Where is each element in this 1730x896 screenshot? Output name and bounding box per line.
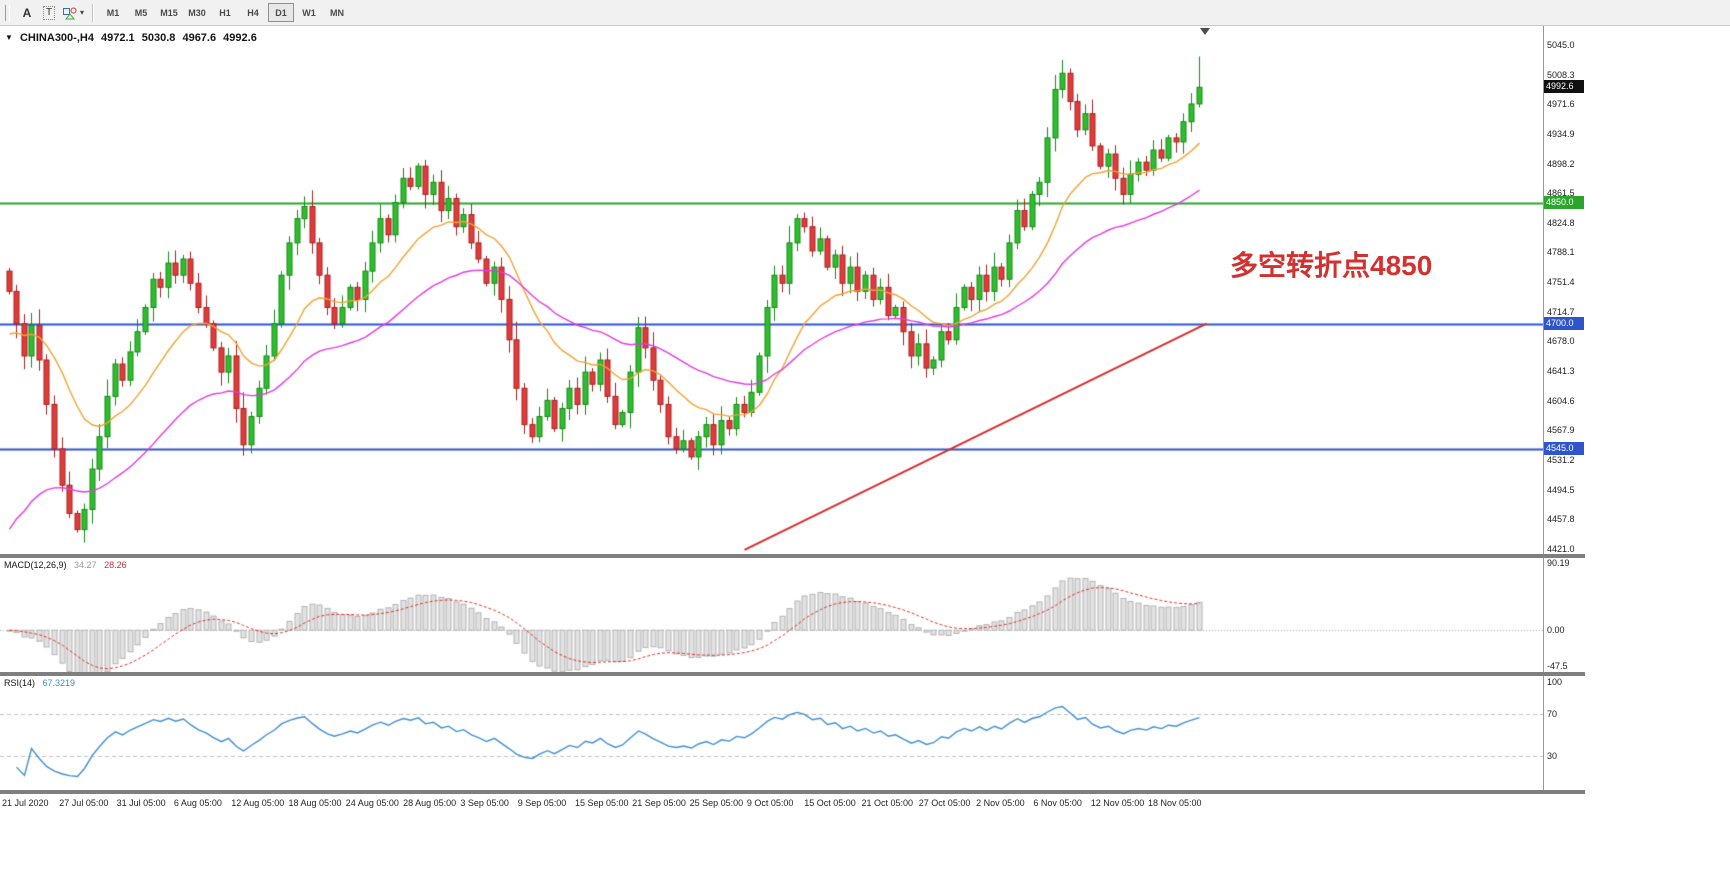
rsi-pane: RSI(14) 67.3219 100 70 30 bbox=[0, 676, 1585, 790]
price-pane: ▼ CHINA300-,H4 4972.1 5030.8 4967.6 4992… bbox=[0, 26, 1585, 554]
rsi-tick: 70 bbox=[1547, 708, 1558, 719]
text-tool-icon: A bbox=[22, 5, 32, 20]
toolbar: A T ▾ M1 M5 M15 M30 H1 H4 D1 W1 MN bbox=[0, 0, 1730, 26]
price-tick: 4861.5 bbox=[1547, 188, 1575, 199]
time-tick-label: 18 Aug 05:00 bbox=[288, 798, 342, 808]
time-tick-label: 31 Jul 05:00 bbox=[116, 798, 166, 808]
timeframe-button-m15[interactable]: M15 bbox=[160, 7, 178, 18]
timeframe-button-m5[interactable]: M5 bbox=[134, 7, 148, 18]
price-tick: 4604.6 bbox=[1547, 395, 1575, 406]
symbol-timeframe: CHINA300-,H4 bbox=[19, 32, 94, 44]
price-tick: 4824.8 bbox=[1547, 217, 1575, 228]
timeframe-button-h1[interactable]: H1 bbox=[219, 7, 231, 18]
timeframe-button-h4[interactable]: H4 bbox=[247, 7, 259, 18]
timeframe-button-m1[interactable]: M1 bbox=[106, 7, 120, 18]
macd-tick: 90.19 bbox=[1547, 558, 1570, 568]
time-tick-label: 9 Sep 05:00 bbox=[517, 798, 567, 808]
rsi-tick: 30 bbox=[1547, 751, 1558, 762]
timeframe-button-d1[interactable]: D1 bbox=[268, 3, 295, 22]
timeframe-button-m30[interactable]: M30 bbox=[188, 7, 206, 18]
caret-down-icon: ▾ bbox=[80, 8, 85, 17]
price-tick: 4678.0 bbox=[1547, 336, 1575, 347]
timeframe-button-mn[interactable]: MN bbox=[330, 7, 345, 18]
arrows-tool-button[interactable]: ▾ bbox=[60, 3, 86, 23]
main-price-axis: 5045.0 5008.3 4971.6 4934.9 4898.2 4861.5 4824… bbox=[1543, 26, 1585, 554]
price-tick: 4751.4 bbox=[1547, 277, 1575, 288]
chart-annotation[interactable]: 多空转折点4850 bbox=[1230, 250, 1433, 281]
rsi-name: RSI(14) bbox=[4, 678, 36, 688]
price-tick: 4934.9 bbox=[1547, 128, 1575, 139]
time-tick-label: 21 Oct 05:00 bbox=[861, 798, 914, 808]
macd-tick: 0.00 bbox=[1547, 625, 1565, 636]
rsi-label: RSI(14) 67.3219 bbox=[4, 678, 80, 688]
time-tick-label: 15 Sep 05:00 bbox=[575, 798, 629, 808]
pane-splitter[interactable] bbox=[0, 790, 1585, 794]
price-tick: 4788.1 bbox=[1547, 247, 1575, 258]
text-tool-button[interactable]: A bbox=[16, 3, 38, 23]
time-tick-label: 3 Sep 05:00 bbox=[460, 798, 509, 808]
time-tick-label: 9 Oct 05:00 bbox=[746, 798, 794, 808]
time-tick-label: 6 Nov 05:00 bbox=[1033, 798, 1082, 808]
rsi-tick: 100 bbox=[1547, 677, 1563, 687]
rsi-value: 67.3219 bbox=[42, 678, 76, 688]
macd-label: MACD(12,26,9) 34.27 28.26 bbox=[4, 560, 132, 570]
price-tick: 4898.2 bbox=[1547, 158, 1575, 169]
price-tick: 4531.2 bbox=[1547, 454, 1575, 465]
time-tick-label: 6 Aug 05:00 bbox=[173, 798, 222, 808]
time-tick-label: 18 Nov 05:00 bbox=[1148, 798, 1202, 808]
price-tick: 4641.3 bbox=[1547, 366, 1575, 377]
symbol-marker-icon: ▼ bbox=[5, 33, 13, 42]
pane-splitter[interactable] bbox=[0, 672, 1585, 676]
toolbar-separator bbox=[92, 3, 94, 22]
macd-tick: -47.5 bbox=[1547, 661, 1568, 672]
time-tick-label: 27 Jul 05:00 bbox=[59, 798, 109, 808]
timeframe-group: M1 M5 M15 M30 H1 H4 D1 W1 MN bbox=[99, 3, 351, 22]
macd-pane: MACD(12,26,9) 34.27 28.26 90.19 0.00 -47.5 bbox=[0, 558, 1585, 672]
text-label-tool-button[interactable]: T bbox=[38, 3, 60, 23]
level-price-badge: 4545.0 bbox=[1544, 441, 1584, 455]
chart-shift-marker-icon[interactable] bbox=[1200, 28, 1210, 35]
price-tick: 4714.7 bbox=[1547, 306, 1575, 317]
rsi-axis: 100 70 30 bbox=[1543, 676, 1585, 790]
price-tick: 4421.0 bbox=[1547, 544, 1575, 554]
price-tick: 4971.6 bbox=[1547, 99, 1575, 110]
shapes-icon bbox=[63, 7, 77, 19]
macd-chart[interactable] bbox=[0, 558, 1543, 672]
pane-splitter[interactable] bbox=[0, 554, 1585, 558]
toolbar-grip[interactable] bbox=[5, 4, 10, 21]
time-tick-label: 24 Aug 05:00 bbox=[345, 798, 399, 808]
price-chart[interactable] bbox=[0, 26, 1543, 554]
price-tick: 5045.0 bbox=[1547, 40, 1575, 50]
macd-value-main: 34.27 bbox=[74, 560, 97, 570]
macd-name: MACD(12,26,9) bbox=[4, 560, 67, 570]
price-tick: 4457.8 bbox=[1547, 514, 1575, 525]
time-axis: 21 Jul 2020 27 Jul 05:00 31 Jul 05:00 6 Aug… bbox=[0, 794, 1585, 812]
time-tick-label: 12 Nov 05:00 bbox=[1090, 798, 1145, 808]
level-price-badge: 4850.0 bbox=[1544, 195, 1584, 209]
macd-value-signal: 28.26 bbox=[104, 560, 127, 570]
price-tick: 4494.5 bbox=[1547, 484, 1575, 495]
time-tick-label: 21 Sep 05:00 bbox=[632, 798, 686, 808]
chart-window: ▼ CHINA300-,H4 4972.1 5030.8 4967.6 4992… bbox=[0, 26, 1585, 812]
text-label-tool-icon: T bbox=[42, 5, 56, 20]
time-tick-label: 25 Sep 05:00 bbox=[689, 798, 744, 808]
price-tick: 5008.3 bbox=[1547, 69, 1575, 80]
time-tick-label: 21 Jul 2020 bbox=[2, 798, 49, 808]
ohlc-open: 4972.1 bbox=[101, 32, 135, 44]
time-tick-label: 15 Oct 05:00 bbox=[804, 798, 856, 808]
timeframe-button-w1[interactable]: W1 bbox=[302, 7, 316, 18]
level-price-badge: 4700.0 bbox=[1544, 316, 1584, 330]
chart-title: ▼ CHINA300-,H4 4972.1 5030.8 4967.6 4992… bbox=[5, 32, 261, 44]
ohlc-high: 5030.8 bbox=[141, 32, 176, 44]
macd-axis: 90.19 0.00 -47.5 bbox=[1543, 558, 1585, 672]
ohlc-close: 4992.6 bbox=[223, 32, 257, 44]
current-price-badge: 4992.6 bbox=[1544, 80, 1584, 94]
ohlc-low: 4967.6 bbox=[182, 32, 217, 44]
time-tick-label: 27 Oct 05:00 bbox=[918, 798, 971, 808]
rsi-chart[interactable] bbox=[0, 676, 1543, 790]
time-tick-label: 28 Aug 05:00 bbox=[403, 798, 457, 808]
time-tick-label: 2 Nov 05:00 bbox=[976, 798, 1025, 808]
time-tick-label: 12 Aug 05:00 bbox=[231, 798, 285, 808]
price-tick: 4567.9 bbox=[1547, 425, 1575, 436]
